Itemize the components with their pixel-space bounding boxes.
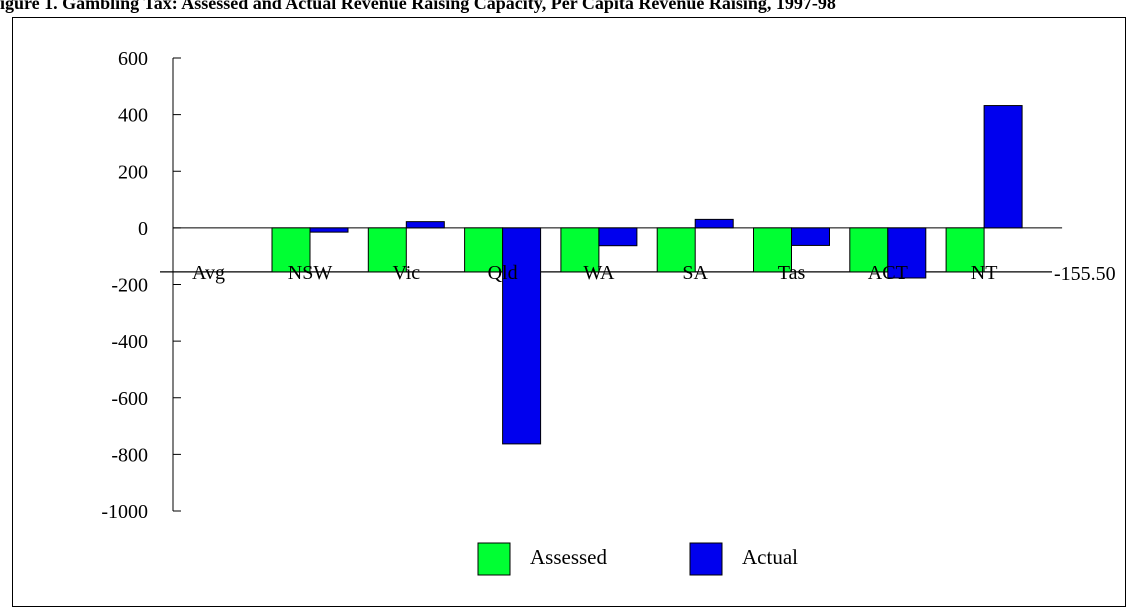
bar-actual-sa: [694, 218, 734, 229]
y-tick-label: -400: [111, 331, 148, 353]
bar-assessed-wa: [560, 227, 600, 273]
y-tick-label: -600: [111, 388, 148, 410]
y-tick-label: 400: [118, 105, 148, 127]
bar-assessed-tas: [753, 227, 792, 273]
bar-actual-wa: [598, 227, 638, 247]
bar-actual-tas: [791, 227, 830, 246]
bar-actual-nt: [983, 105, 1023, 229]
legend-label-assessed: Assessed: [530, 545, 607, 569]
bar-assessed-nsw: [271, 227, 311, 273]
legend-label-actual: Actual: [742, 545, 798, 569]
chart-title: igure 1. Gambling Tax: Assessed and Actu…: [0, 0, 836, 13]
y-tick-label: 200: [118, 161, 148, 183]
category-label-sa: SA: [682, 262, 708, 284]
y-tick-label: -800: [111, 444, 148, 466]
category-label-nsw: NSW: [288, 262, 333, 284]
bar-assessed-vic: [367, 227, 407, 273]
y-tick-label: 0: [138, 218, 148, 240]
legend-swatch-assessed: [477, 542, 511, 576]
category-label-qld: Qld: [488, 262, 518, 284]
y-tick-label: -1000: [101, 501, 148, 523]
category-label-vic: Vic: [392, 262, 420, 284]
average-value-label: -155.50: [1054, 263, 1116, 285]
category-label-nt: NT: [971, 262, 998, 284]
bar-assessed-sa: [656, 227, 696, 273]
category-label-act: ACT: [868, 262, 908, 284]
bar-assessed-qld: [464, 227, 504, 273]
bar-assessed-nt: [945, 227, 985, 273]
legend-swatch-actual: [689, 542, 723, 576]
average-label: Avg: [192, 262, 225, 284]
bar-actual-qld: [502, 227, 542, 445]
bar-actual-nsw: [309, 227, 349, 233]
category-label-wa: WA: [583, 262, 615, 284]
bar-actual-vic: [405, 221, 445, 229]
bar-actual-act: [887, 227, 927, 279]
bar-assessed-act: [849, 227, 889, 273]
category-label-tas: Tas: [778, 262, 806, 284]
y-tick-label: 600: [118, 48, 148, 70]
y-tick-label: -200: [111, 275, 148, 297]
